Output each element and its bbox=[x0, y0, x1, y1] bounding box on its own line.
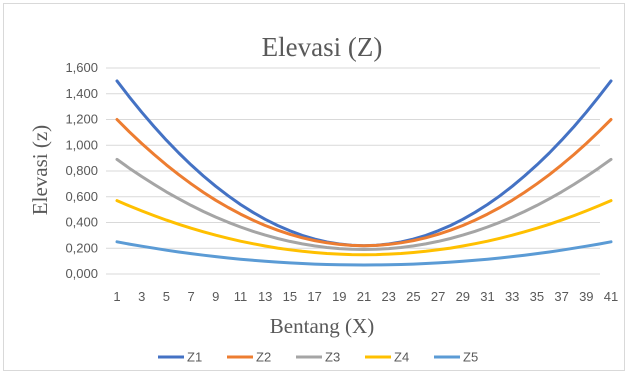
y-tick-label: 1,400 bbox=[65, 86, 98, 101]
series-line-z4 bbox=[115, 199, 613, 257]
x-tick-label: 15 bbox=[283, 289, 297, 304]
series-line-z3 bbox=[115, 157, 613, 251]
chart-frame bbox=[3, 3, 625, 371]
y-tick-label: 0,800 bbox=[65, 163, 98, 178]
x-tick-label: 3 bbox=[138, 289, 145, 304]
x-tick-label: 9 bbox=[212, 289, 219, 304]
series-line-z2 bbox=[115, 118, 613, 248]
x-tick-label: 5 bbox=[163, 289, 170, 304]
y-tick-label: 0,200 bbox=[65, 240, 98, 255]
y-tick-label: 1,600 bbox=[65, 60, 98, 75]
legend-label-z2: Z2 bbox=[256, 350, 271, 365]
x-tick-label: 39 bbox=[579, 289, 593, 304]
x-tick-label: 25 bbox=[406, 289, 420, 304]
x-tick-label: 13 bbox=[258, 289, 272, 304]
y-tick-label: 0,000 bbox=[65, 266, 98, 281]
x-tick-label: 1 bbox=[113, 289, 120, 304]
x-tick-label: 21 bbox=[357, 289, 371, 304]
y-tick-label: 1,000 bbox=[65, 137, 98, 152]
series-line-z5 bbox=[115, 240, 613, 267]
x-tick-label: 19 bbox=[332, 289, 346, 304]
legend-label-z4: Z4 bbox=[394, 350, 409, 365]
x-axis-title: Bentang (X) bbox=[270, 314, 374, 338]
x-tick-label: 27 bbox=[431, 289, 445, 304]
legend-label-z1: Z1 bbox=[187, 350, 202, 365]
x-tick-label: 29 bbox=[456, 289, 470, 304]
legend-label-z3: Z3 bbox=[325, 350, 340, 365]
y-axis-title: Elevasi (z) bbox=[28, 125, 52, 215]
x-tick-label: 17 bbox=[307, 289, 321, 304]
y-tick-label: 1,200 bbox=[65, 112, 98, 127]
chart-title: Elevasi (Z) bbox=[262, 32, 383, 62]
x-tick-label: 37 bbox=[554, 289, 568, 304]
x-tick-label: 33 bbox=[505, 289, 519, 304]
series-line-z1 bbox=[115, 79, 613, 248]
x-tick-label: 7 bbox=[187, 289, 194, 304]
x-tick-label: 41 bbox=[604, 289, 618, 304]
y-tick-label: 0,400 bbox=[65, 215, 98, 230]
y-tick-label: 0,600 bbox=[65, 189, 98, 204]
legend-label-z5: Z5 bbox=[463, 350, 478, 365]
x-tick-label: 23 bbox=[381, 289, 395, 304]
x-tick-label: 35 bbox=[530, 289, 544, 304]
x-tick-label: 31 bbox=[480, 289, 494, 304]
x-tick-label: 11 bbox=[234, 289, 248, 304]
